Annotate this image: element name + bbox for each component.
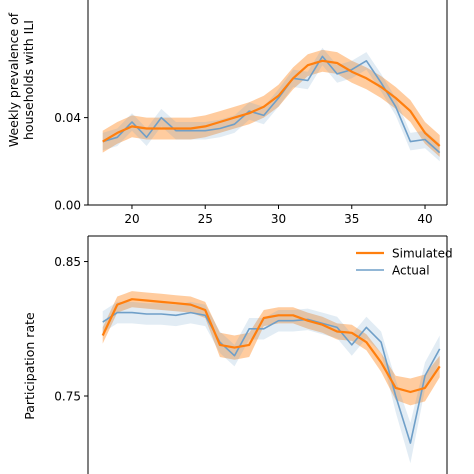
prevalence-panel: 0.00 0.04 20 25 30 35 40 Weekly prevalence of ho… — [6, 0, 448, 226]
y-axis-title: Participation rate — [22, 312, 37, 420]
y-tick-label: 0.85 — [54, 255, 81, 269]
x-tick-label: 35 — [344, 212, 359, 226]
legend-label-actual: Actual — [392, 264, 430, 278]
x-tick-label: 40 — [417, 212, 432, 226]
band-simulated — [102, 291, 440, 406]
legend-label-simulated: Simulated — [392, 247, 453, 261]
y-axis-title: households with ILI — [21, 20, 36, 140]
line-actual — [102, 55, 441, 154]
band-actual — [102, 301, 440, 464]
participation-panel: 0.75 0.85 Participation rate Simulated Actua… — [22, 235, 453, 474]
x-tick-label: 30 — [271, 212, 286, 226]
x-tick-label: 20 — [124, 212, 139, 226]
y-axis-title: Weekly prevalence of — [6, 12, 21, 147]
line-actual — [102, 311, 441, 444]
line-simulated — [101, 298, 441, 394]
band-actual — [102, 47, 440, 162]
y-tick-label: 0.00 — [54, 199, 81, 213]
y-tick-label: 0.75 — [54, 390, 81, 404]
y-tick-label: 0.04 — [54, 111, 81, 125]
line-simulated — [102, 59, 441, 147]
x-tick-label: 25 — [198, 212, 213, 226]
